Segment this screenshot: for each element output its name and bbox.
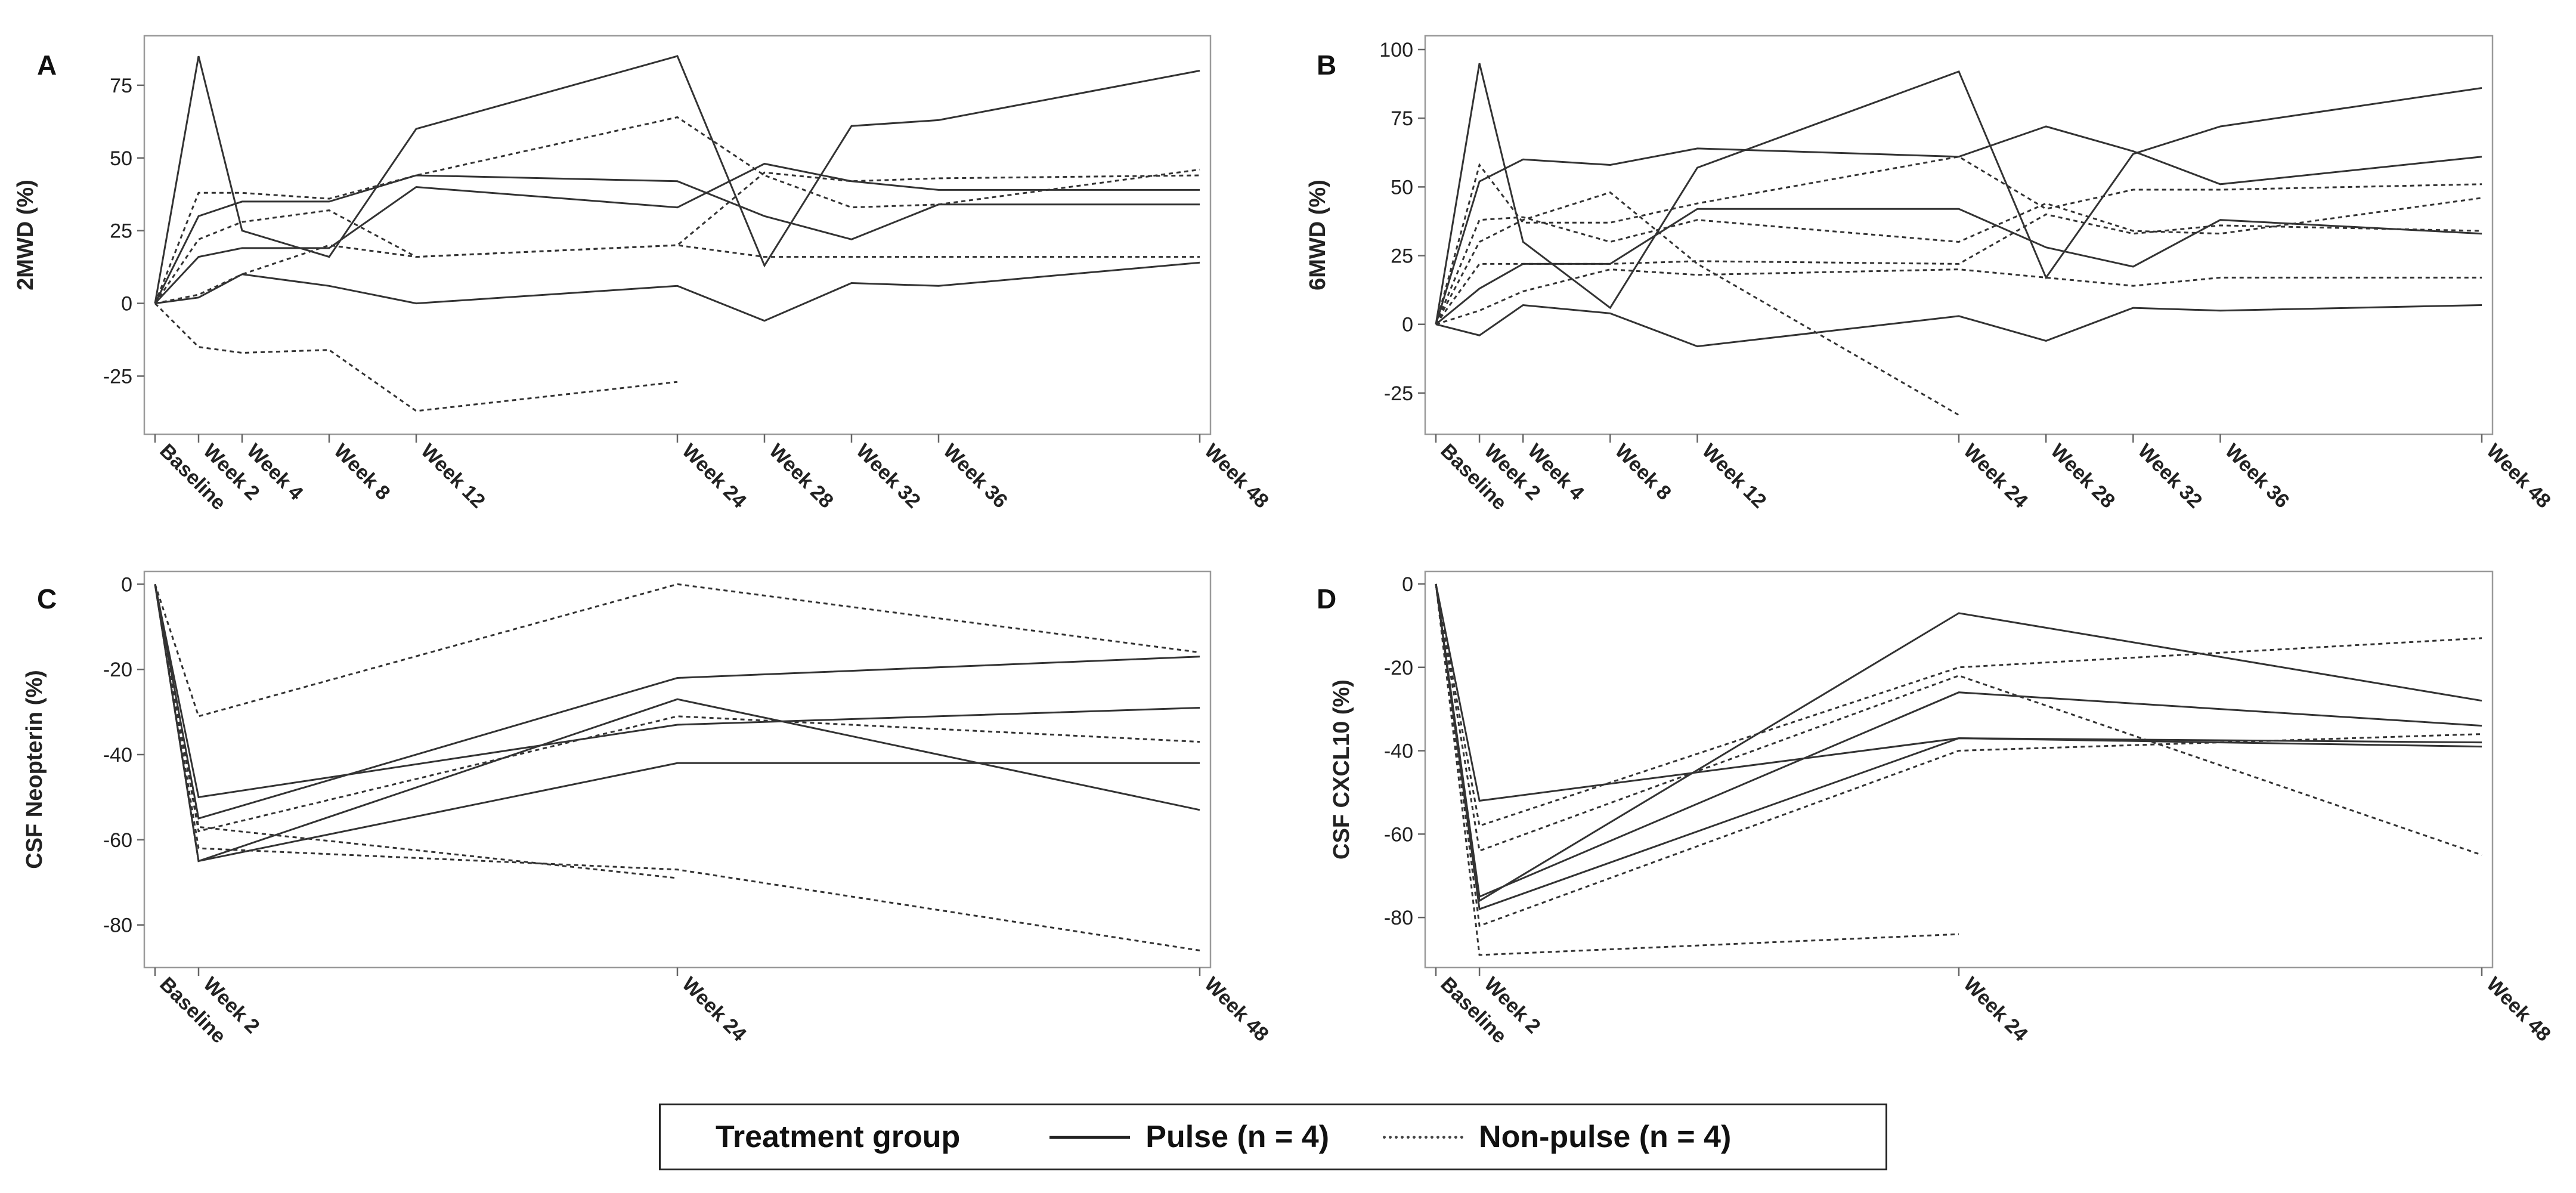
plot-frame xyxy=(143,35,1212,435)
series-line-nonpulse xyxy=(1435,583,1959,956)
y-tick-label: 75 xyxy=(1391,107,1413,130)
panel-letter: D xyxy=(1317,583,1336,614)
series-line-pulse xyxy=(154,584,1200,820)
series-line-pulse xyxy=(1435,125,2482,325)
plot-frame xyxy=(143,570,1212,969)
legend-dotted-line-swatch xyxy=(1383,1135,1464,1139)
series-line-nonpulse xyxy=(154,244,1200,305)
series-line-nonpulse xyxy=(154,302,678,412)
x-tick-label: Week 24 xyxy=(677,973,751,1046)
x-tick-label: Week 24 xyxy=(1959,440,2032,513)
x-tick-label: Week 24 xyxy=(677,440,751,513)
series-line-pulse xyxy=(1435,63,2482,324)
series-line-pulse xyxy=(1435,304,2482,348)
y-tick-label: -80 xyxy=(103,914,132,937)
plot-frame xyxy=(1424,570,2494,969)
x-tick-label: Week 8 xyxy=(1611,440,1676,505)
series-line-nonpulse xyxy=(1435,213,2482,325)
y-tick-label: 25 xyxy=(110,220,132,243)
series-line-nonpulse xyxy=(1435,197,2482,325)
series-line-nonpulse xyxy=(1435,191,1959,416)
series-line-nonpulse xyxy=(1435,583,2482,928)
y-tick-label: -80 xyxy=(1384,907,1413,929)
series-line-nonpulse xyxy=(154,584,1200,951)
y-axis-label: 6MWD (%) xyxy=(1305,180,1330,290)
y-tick-label: -40 xyxy=(103,744,132,767)
series-line-pulse xyxy=(154,162,1200,304)
series-line-pulse xyxy=(1435,583,2482,903)
x-tick-label: Week 36 xyxy=(2221,440,2294,513)
y-tick-label: -60 xyxy=(103,829,132,852)
series-line-pulse xyxy=(1435,208,2482,325)
x-tick-label: Week 36 xyxy=(939,440,1012,513)
y-tick-label: 100 xyxy=(1379,39,1413,61)
series-line-nonpulse xyxy=(154,584,678,879)
x-tick-label: Week 12 xyxy=(416,440,490,513)
y-tick-label: -25 xyxy=(1384,382,1413,405)
legend: Treatment group Pulse (n = 4) Non-pulse … xyxy=(659,1104,1887,1170)
x-tick-label: Week 28 xyxy=(2046,440,2120,513)
x-tick-label: Week 48 xyxy=(2482,440,2555,513)
series-line-pulse xyxy=(154,584,1200,863)
series-line-pulse xyxy=(154,584,1200,863)
series-line-nonpulse xyxy=(154,171,1200,304)
x-tick-label: Week 32 xyxy=(852,440,925,513)
y-tick-label: -20 xyxy=(103,659,132,681)
plot-frame xyxy=(1424,35,2494,435)
y-axis-label: CSF Neopterin (%) xyxy=(22,670,47,869)
legend-title: Treatment group xyxy=(716,1120,961,1154)
legend-nonpulse-label: Non-pulse (n = 4) xyxy=(1479,1120,1732,1154)
legend-solid-line-swatch xyxy=(1049,1135,1131,1139)
series-line-nonpulse xyxy=(1435,583,2482,827)
y-axis-label: 2MWD (%) xyxy=(13,180,38,290)
series-line-pulse xyxy=(154,584,1200,799)
series-line-pulse xyxy=(154,55,1200,304)
x-tick-label: Week 48 xyxy=(1200,440,1273,513)
y-tick-label: 50 xyxy=(1391,176,1413,199)
series-line-nonpulse xyxy=(1435,583,2482,856)
panel-letter: B xyxy=(1317,50,1336,81)
panel-letter: A xyxy=(37,50,57,81)
y-tick-label: 0 xyxy=(1402,573,1413,596)
x-tick-label: Week 48 xyxy=(1200,973,1273,1046)
series-line-pulse xyxy=(154,261,1200,322)
x-tick-label: Week 24 xyxy=(1959,973,2032,1046)
y-tick-label: 0 xyxy=(121,573,132,596)
y-tick-label: 50 xyxy=(110,147,132,170)
legend-pulse-label: Pulse (n = 4) xyxy=(1145,1120,1330,1154)
y-tick-label: -60 xyxy=(1384,823,1413,846)
panel-letter: C xyxy=(37,583,57,614)
series-line-nonpulse xyxy=(1435,156,2482,325)
series-line-nonpulse xyxy=(154,584,1200,833)
x-tick-label: Week 48 xyxy=(2482,973,2555,1046)
series-line-pulse xyxy=(154,174,1200,304)
y-tick-label: -20 xyxy=(1384,657,1413,679)
y-tick-label: 75 xyxy=(110,75,132,97)
series-line-nonpulse xyxy=(154,116,1200,304)
y-tick-label: 0 xyxy=(1402,314,1413,336)
y-tick-label: -25 xyxy=(103,365,132,388)
series-line-pulse xyxy=(1435,583,2482,802)
y-axis-label: CSF CXCL10 (%) xyxy=(1329,679,1354,860)
x-tick-label: Week 12 xyxy=(1698,440,1771,513)
x-tick-label: Week 32 xyxy=(2134,440,2207,513)
y-tick-label: 0 xyxy=(121,293,132,316)
x-tick-label: Week 28 xyxy=(764,440,838,513)
y-tick-label: -40 xyxy=(1384,740,1413,763)
series-line-nonpulse xyxy=(154,583,1200,718)
x-tick-label: Week 8 xyxy=(329,440,394,505)
series-line-pulse xyxy=(1435,583,2482,911)
y-tick-label: 25 xyxy=(1391,245,1413,268)
